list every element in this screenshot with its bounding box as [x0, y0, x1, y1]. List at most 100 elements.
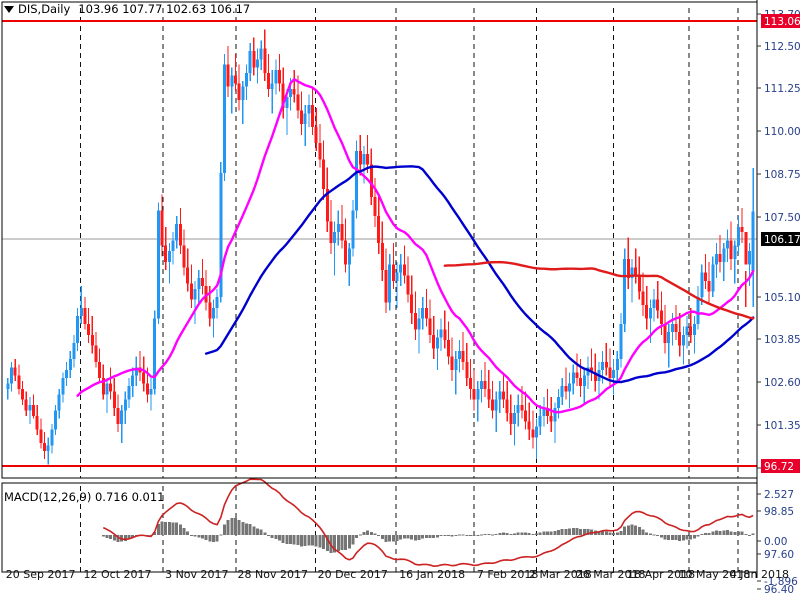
candle-body [336, 224, 340, 233]
macd-histogram-bar [377, 535, 381, 537]
macd-histogram-bar [123, 535, 127, 541]
macd-histogram-bar [557, 529, 561, 536]
candle-body [428, 318, 432, 335]
ohlc-values: 103.96 107.77 102.63 106.17 [78, 2, 251, 16]
macd-histogram-bar [256, 528, 260, 536]
macd-histogram-bar [336, 535, 340, 552]
macd-signal-line [102, 478, 754, 567]
macd-histogram-bar [178, 524, 182, 536]
candle-body [472, 388, 476, 400]
candle-body [700, 272, 704, 298]
macd-histogram-bar [707, 532, 711, 536]
macd-histogram-bar [351, 535, 355, 545]
candle-body [200, 278, 204, 287]
candle-body [325, 188, 329, 222]
candle-body [560, 386, 564, 397]
macd-histogram-bar [219, 534, 223, 536]
macd-histogram-bar [259, 529, 263, 536]
macd-histogram-bar [582, 529, 586, 536]
price-badges: 113.06 106.17 96.72 [761, 14, 800, 473]
macd-histogram-bar [167, 522, 171, 536]
candle-body [542, 407, 546, 416]
macd-histogram-bar [626, 525, 630, 536]
macd-histogram-bar [156, 524, 160, 536]
candle-body [388, 264, 392, 303]
date-tick-label: 20 Dec 2017 [318, 568, 388, 581]
candle-body [432, 334, 436, 349]
candle-body [689, 326, 693, 335]
macd-histogram-bar [571, 527, 575, 536]
macd-histogram-bar [230, 517, 234, 536]
macd-histogram-bar [457, 534, 461, 536]
candle-body [637, 275, 641, 292]
candle-body [579, 378, 583, 387]
candle-body [468, 378, 472, 389]
candle-body [630, 267, 634, 279]
macd-histogram-bar [575, 528, 579, 536]
macd-histogram-bar [303, 535, 307, 547]
candle-body [193, 288, 197, 300]
candle-body [178, 224, 182, 246]
current-price-badge-text: 106.17 [764, 234, 800, 246]
candle-body [101, 378, 105, 395]
macd-histogram-bar [333, 535, 337, 553]
candle-body [487, 388, 491, 400]
candle-body [553, 407, 557, 422]
date-tick-label: 2 Mar 2018 [529, 568, 592, 581]
resistance-level-badge [761, 14, 800, 28]
candle-body [619, 324, 623, 360]
candle-body [32, 405, 36, 416]
price-tick-label: 98.85 [764, 506, 794, 518]
candle-body [90, 334, 94, 346]
candle-body [527, 421, 531, 430]
candle-body [39, 429, 43, 443]
candle-body [68, 359, 72, 370]
candle-body [21, 388, 25, 400]
candle-body [10, 367, 14, 384]
date-tick-label: 18 Apr 2018 [627, 568, 695, 581]
macd-histogram-bar [535, 533, 539, 536]
candle-body [145, 383, 149, 395]
price-tick-label: 108.75 [764, 169, 800, 181]
candle-body [604, 361, 608, 368]
candle-body [17, 375, 21, 389]
candle-body [296, 94, 300, 111]
candle-body [314, 126, 318, 144]
macd-indicator-label[interactable]: MACD(12,26,9) 0.716 0.011 [4, 490, 165, 504]
macd-histogram-bar [175, 522, 179, 536]
candle-body [369, 164, 373, 198]
candle-body [645, 305, 649, 319]
macd-histogram-bar [204, 535, 208, 540]
macd-histogram-bar [446, 535, 450, 537]
chart-frame [1, 0, 758, 578]
candle-body [351, 210, 355, 249]
candle-body [160, 210, 164, 246]
candle-body [413, 313, 417, 330]
triangle-down-icon[interactable] [4, 5, 14, 13]
candle-body [156, 210, 160, 319]
candle-body [318, 143, 322, 160]
macd-histogram-bar [509, 533, 513, 536]
price-tick-label: 107.50 [764, 212, 800, 224]
macd-histogram-bar [476, 535, 480, 537]
macd-histogram-bar [586, 529, 590, 536]
macd-histogram-bar [736, 531, 740, 536]
macd-histogram-bar [127, 535, 131, 540]
candle-body [439, 329, 443, 338]
macd-histogram-bar [468, 535, 472, 537]
macd-histogram-bar [696, 535, 700, 537]
macd-histogram-bar [399, 535, 403, 540]
candle-body [590, 367, 594, 373]
macd-histogram-bar [703, 532, 707, 536]
candle-body [733, 245, 737, 260]
macd-histogram-bar [222, 524, 226, 536]
candle-body [450, 356, 454, 370]
candle-body [443, 329, 447, 341]
candle-body [289, 89, 293, 98]
candle-body [43, 442, 47, 451]
macd-histogram-bar [637, 527, 641, 536]
candle-body [285, 97, 289, 108]
date-tick-label: 7 Feb 2018 [477, 568, 538, 581]
